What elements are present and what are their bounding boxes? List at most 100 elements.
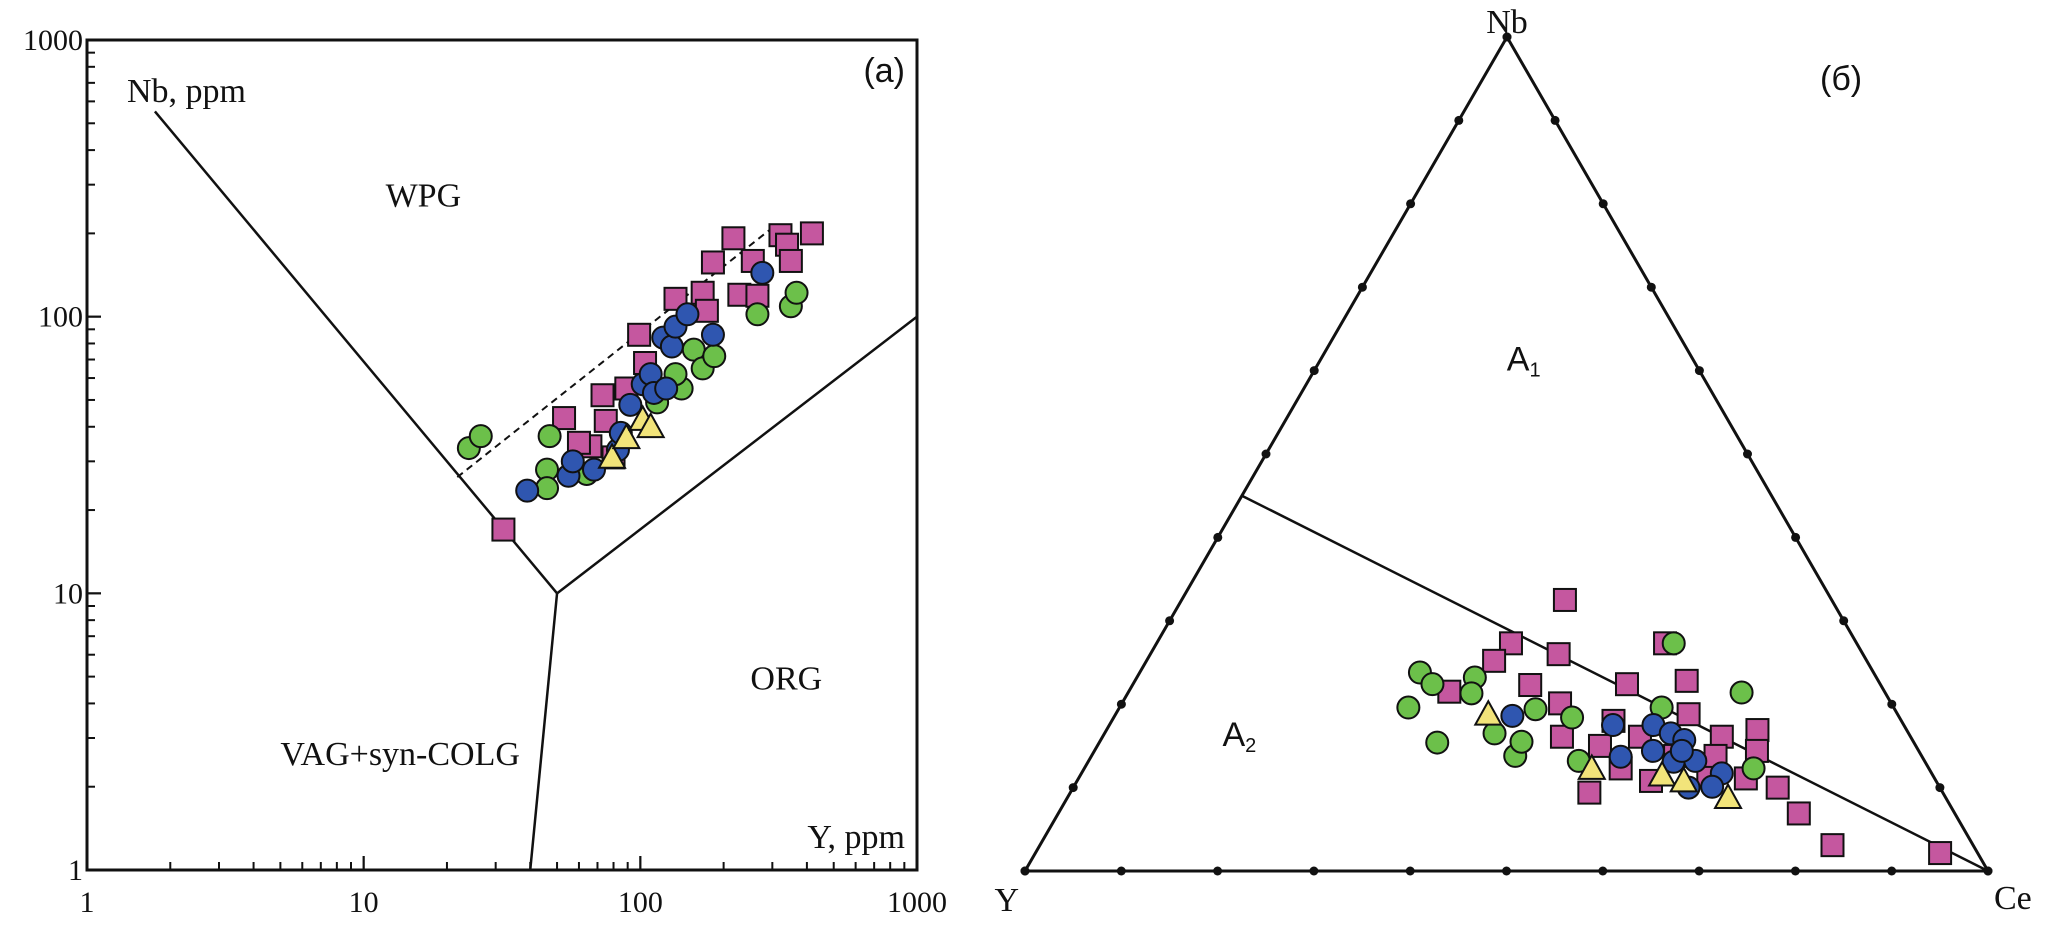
square-point [1674, 668, 1699, 693]
square-point [1745, 718, 1770, 743]
region-a2-main: A [1222, 716, 1245, 754]
square-point [1786, 801, 1811, 826]
square-point [721, 226, 746, 251]
square-point [1614, 672, 1639, 697]
ternary-tick-dot [1550, 115, 1560, 125]
ternary-triangle [1022, 33, 1991, 873]
square-point [700, 250, 725, 275]
panel-label-b: (б) [1820, 60, 1862, 98]
square-point [491, 517, 516, 542]
y-tick-label: 10 [53, 577, 83, 610]
field-boundary-line [528, 593, 559, 871]
x-tick-label: 1000 [887, 886, 947, 919]
circle-point [702, 344, 727, 369]
triangle-point [1647, 760, 1677, 787]
circle-point [745, 302, 770, 327]
square-point [1498, 631, 1523, 656]
ternary-tick-dot [1887, 699, 1897, 709]
circle-point [1560, 705, 1585, 730]
field-boundary-line [153, 110, 559, 595]
triangle-point [1713, 782, 1743, 810]
ternary-tick-dot [1357, 282, 1367, 292]
plot-b-boundaries [1241, 494, 1989, 873]
ternary-tick-dot [1791, 532, 1801, 542]
circle-point [1608, 744, 1633, 769]
ternary-tick-dot [1598, 199, 1608, 209]
ternary-tick-dot [1309, 866, 1319, 876]
ternary-tick-dot [1935, 783, 1945, 793]
circle-point [1500, 703, 1525, 728]
triangle-point [611, 422, 642, 450]
plot-a-ticks: 1 10 100 1000 1 10 100 1000 [23, 24, 947, 919]
triangle-point [1577, 753, 1607, 780]
square-point [627, 322, 652, 347]
square-point [1928, 841, 1953, 866]
circle-point [618, 392, 643, 417]
circle-point [535, 476, 560, 501]
region-label-org: ORG [750, 660, 822, 697]
square-point [590, 383, 615, 408]
ternary-tick-dot [1020, 866, 1030, 876]
circle-point [515, 478, 540, 503]
ternary-tick-dot [1406, 199, 1416, 209]
ternary-tick-dot [1887, 866, 1897, 876]
circle-point [654, 376, 679, 401]
field-boundary-line [556, 315, 918, 595]
y-tick-label: 1000 [23, 24, 83, 57]
ternary-tick-dot [1502, 32, 1512, 42]
panel-label-a: (a) [863, 52, 905, 90]
square-point [552, 406, 577, 431]
ternary-tick-dot [1309, 366, 1319, 376]
square-point [1552, 587, 1577, 612]
circle-point [1459, 681, 1484, 706]
vertex-label-nb: Nb [1486, 4, 1528, 41]
square-point [1765, 775, 1790, 800]
ternary-tick-dot [1261, 449, 1271, 459]
circle-point [1396, 695, 1421, 720]
circle-point [659, 334, 684, 359]
ternary-tick-dot [1165, 616, 1175, 626]
circle-point [1600, 713, 1625, 738]
circle-point [1425, 730, 1450, 755]
circle-point [1640, 738, 1665, 763]
ternary-tick-dot [1790, 866, 1800, 876]
ternary-tick-dot [1694, 866, 1704, 876]
y-axis-label: Nb, ppm [127, 73, 246, 110]
plot-a-frame [85, 38, 919, 872]
ternary-tick-dot [1502, 866, 1511, 876]
ternary-tick-dot [1598, 866, 1608, 876]
circle-point [750, 260, 775, 285]
plot-a-points [456, 221, 824, 542]
square-point [1549, 724, 1574, 749]
circle-point [1700, 774, 1725, 799]
circle-point [1669, 738, 1694, 763]
plot-b-points [1396, 587, 1953, 866]
circle-point [1420, 672, 1445, 697]
square-point [1518, 673, 1543, 698]
y-tick-label: 100 [38, 301, 83, 334]
circle-point [537, 424, 562, 449]
ternary-tick-dot [1454, 115, 1464, 125]
ternary-tick-dot [1646, 282, 1656, 292]
ternary-tick-dot [1694, 366, 1704, 376]
plot-b-ternary: Nb Y Ce (б) A1 A2 [994, 4, 2031, 919]
ternary-tick-dot [1116, 866, 1126, 876]
ternary-tick-dot [1983, 866, 1993, 876]
triangle-point [635, 411, 666, 439]
y-tick-label: 1 [68, 854, 83, 887]
triangle-point [1473, 699, 1503, 726]
region-a1-main: A [1507, 341, 1530, 379]
field-boundary-line [1241, 494, 1989, 873]
circle-point [1509, 729, 1534, 754]
x-axis-label: Y, ppm [807, 819, 905, 856]
square-point [1577, 780, 1602, 805]
ternary-tick-dot [1116, 699, 1126, 709]
circle-point [784, 280, 809, 305]
vertex-label-y: Y [994, 882, 1019, 919]
circle-point [1729, 680, 1754, 705]
circle-point [1482, 721, 1507, 746]
ternary-ticks [1020, 32, 1993, 876]
